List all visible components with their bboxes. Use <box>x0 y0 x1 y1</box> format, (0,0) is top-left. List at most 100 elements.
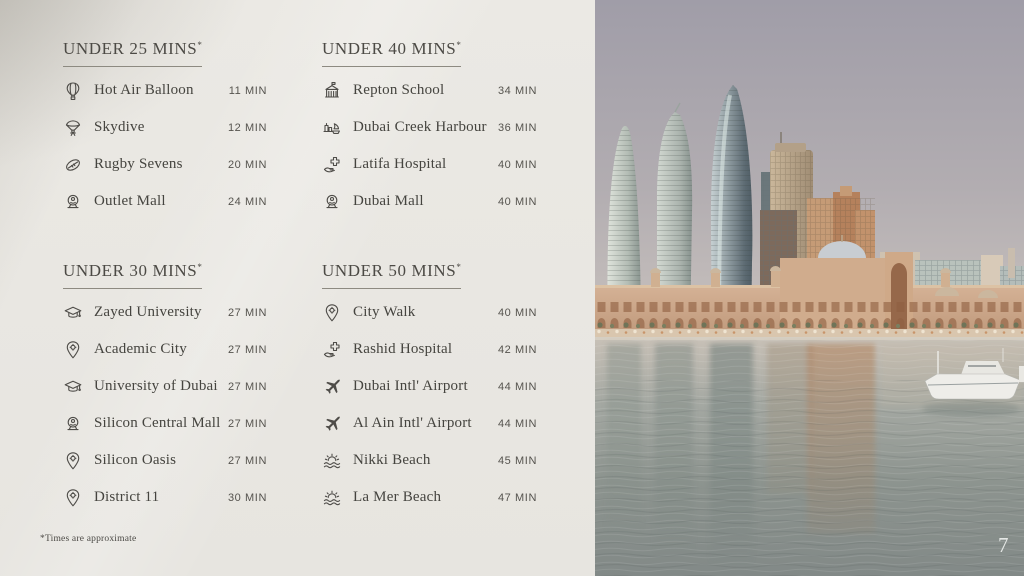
destination-label: Al Ain Intl' Airport <box>353 415 472 431</box>
travel-times-panel: UNDER 25 MINS* Hot Air Balloon 11 MIN Sk… <box>0 0 595 576</box>
travel-time: 36 MIN <box>497 121 537 134</box>
graduation-cap-icon <box>63 303 83 323</box>
mall-icon <box>63 192 83 212</box>
location-pin-icon <box>63 451 83 471</box>
abu-dhabi-skyline-illustration: 7 <box>595 0 1024 576</box>
destination-label: Dubai Intl' Airport <box>353 378 468 394</box>
beach-icon <box>322 451 342 471</box>
rugby-ball-icon <box>63 155 83 175</box>
destination-row: Rashid Hospital 42 MIN <box>322 331 537 368</box>
time-section: UNDER 50 MINS* City Walk 40 MIN Rashid H… <box>322 260 537 516</box>
travel-time: 27 MIN <box>227 417 267 430</box>
travel-time: 40 MIN <box>497 306 537 319</box>
destination-row: District 11 30 MIN <box>63 479 267 516</box>
destination-label: Rugby Sevens <box>94 156 183 172</box>
travel-time: 47 MIN <box>497 491 537 504</box>
time-section: UNDER 30 MINS* Zayed University 27 MIN A… <box>63 260 267 516</box>
destination-label: Rashid Hospital <box>353 341 453 357</box>
travel-time: 24 MIN <box>227 195 267 208</box>
location-pin-icon <box>322 303 342 323</box>
destination-row: La Mer Beach 47 MIN <box>322 479 537 516</box>
destination-row: Outlet Mall 24 MIN <box>63 183 267 220</box>
section-title: UNDER 40 MINS* <box>322 38 462 67</box>
destination-row: Hot Air Balloon 11 MIN <box>63 72 267 109</box>
destination-label: Silicon Oasis <box>94 452 177 468</box>
destination-label: Latifa Hospital <box>353 156 447 172</box>
hospital-icon <box>322 340 342 360</box>
destination-label: District 11 <box>94 489 160 505</box>
destination-row: Al Ain Intl' Airport 44 MIN <box>322 405 537 442</box>
destination-label: Hot Air Balloon <box>94 82 194 98</box>
destination-list: Zayed University 27 MIN Academic City 27… <box>63 294 267 516</box>
harbour-icon <box>322 118 342 138</box>
hot-air-balloon-icon <box>63 81 83 101</box>
destination-label: Repton School <box>353 82 445 98</box>
destination-row: Rugby Sevens 20 MIN <box>63 146 267 183</box>
beach <box>595 329 1024 342</box>
airplane-icon <box>322 414 342 434</box>
location-pin-icon <box>63 488 83 508</box>
destination-row: Latifa Hospital 40 MIN <box>322 146 537 183</box>
destination-row: Silicon Oasis 27 MIN <box>63 442 267 479</box>
destination-label: University of Dubai <box>94 378 218 394</box>
destination-label: Outlet Mall <box>94 193 166 209</box>
destination-label: Academic City <box>94 341 187 357</box>
mall-icon <box>322 192 342 212</box>
destination-label: La Mer Beach <box>353 489 442 505</box>
travel-time: 27 MIN <box>227 306 267 319</box>
footnote: *Times are approximate <box>40 534 137 544</box>
destination-row: Silicon Central Mall 27 MIN <box>63 405 267 442</box>
hospital-icon <box>322 155 342 175</box>
travel-time: 30 MIN <box>227 491 267 504</box>
page-number: 7 <box>998 533 1009 557</box>
time-section: UNDER 40 MINS* Repton School 34 MIN Duba… <box>322 38 537 220</box>
destination-label: City Walk <box>353 304 416 320</box>
travel-time: 40 MIN <box>497 158 537 171</box>
travel-time: 12 MIN <box>227 121 267 134</box>
boat-edge <box>1019 366 1024 382</box>
section-title: UNDER 25 MINS* <box>63 38 203 67</box>
destination-label: Zayed University <box>94 304 202 320</box>
boat <box>922 348 1024 417</box>
airplane-icon <box>322 377 342 397</box>
mall-icon <box>63 414 83 434</box>
travel-time: 44 MIN <box>497 417 537 430</box>
beach-icon <box>322 488 342 508</box>
location-pin-icon <box>63 340 83 360</box>
travel-time: 45 MIN <box>497 454 537 467</box>
destination-row: Skydive 12 MIN <box>63 109 267 146</box>
destination-label: Skydive <box>94 119 145 135</box>
travel-time: 40 MIN <box>497 195 537 208</box>
palace <box>595 235 1024 334</box>
travel-time: 27 MIN <box>227 454 267 467</box>
school-icon <box>322 81 342 101</box>
destination-row: Dubai Intl' Airport 44 MIN <box>322 368 537 405</box>
destination-list: Repton School 34 MIN Dubai Creek Harbour… <box>322 72 537 220</box>
destination-row: Zayed University 27 MIN <box>63 294 267 331</box>
travel-time: 34 MIN <box>497 84 537 97</box>
travel-time: 20 MIN <box>227 158 267 171</box>
destination-row: Repton School 34 MIN <box>322 72 537 109</box>
destination-list: City Walk 40 MIN Rashid Hospital 42 MIN … <box>322 294 537 516</box>
section-title: UNDER 50 MINS* <box>322 260 462 289</box>
destination-label: Dubai Mall <box>353 193 424 209</box>
destination-row: Dubai Creek Harbour 36 MIN <box>322 109 537 146</box>
destination-list: Hot Air Balloon 11 MIN Skydive 12 MIN Ru… <box>63 72 267 220</box>
destination-label: Nikki Beach <box>353 452 431 468</box>
travel-time: 27 MIN <box>227 343 267 356</box>
destination-row: City Walk 40 MIN <box>322 294 537 331</box>
travel-time: 27 MIN <box>227 380 267 393</box>
travel-time: 42 MIN <box>497 343 537 356</box>
destination-label: Silicon Central Mall <box>94 415 221 431</box>
graduation-cap-icon <box>63 377 83 397</box>
skyline-photo: 7 <box>595 0 1024 576</box>
destination-row: Dubai Mall 40 MIN <box>322 183 537 220</box>
time-section: UNDER 25 MINS* Hot Air Balloon 11 MIN Sk… <box>63 38 267 220</box>
destination-label: Dubai Creek Harbour <box>353 119 487 135</box>
section-title: UNDER 30 MINS* <box>63 260 203 289</box>
destination-row: Nikki Beach 45 MIN <box>322 442 537 479</box>
travel-time: 11 MIN <box>228 84 267 97</box>
skydive-icon <box>63 118 83 138</box>
destination-row: Academic City 27 MIN <box>63 331 267 368</box>
